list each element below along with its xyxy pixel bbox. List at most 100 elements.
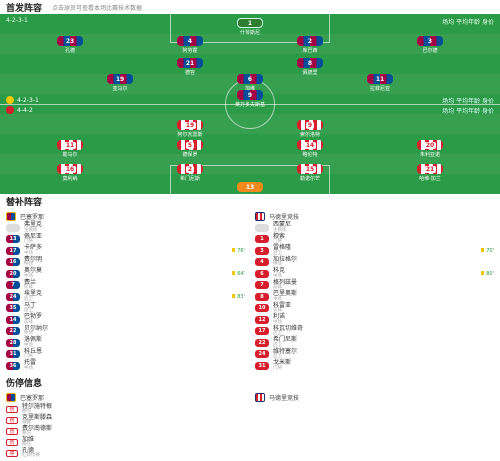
injuries-header: 伤停信息 [0, 375, 500, 390]
player-name: 德保罗 [182, 152, 198, 158]
away-formation-top: 场均 平均年龄 身价 [442, 19, 494, 26]
injury-name: 加维 [22, 435, 35, 443]
sub-row[interactable]: 8 巴里奥斯 中场 [255, 290, 494, 303]
sub-name: 巴勃罗 [24, 313, 43, 321]
away-player-9[interactable]: 19 阿尔瓦雷斯 [160, 120, 220, 138]
away-player-0[interactable]: 13奥布拉克 [220, 182, 280, 194]
away-player-10[interactable]: 9 索尔洛特 [280, 120, 340, 138]
home-player-9[interactable]: 11 拉菲尼亚 [350, 74, 410, 92]
sub-position: 中场 [24, 273, 33, 279]
sub-row[interactable]: 13 佩尼亚 门将 [6, 233, 245, 246]
jersey-icon: 9 [297, 120, 323, 130]
sub-row[interactable]: 7 格列兹曼 前锋 [255, 279, 494, 292]
sub-name: 戈米斯 [273, 359, 292, 367]
away-player-2[interactable]: 2 希门尼斯 [160, 164, 220, 182]
injury-tag: 伤 [6, 427, 18, 435]
coach-icon [255, 223, 269, 232]
home-player-3[interactable]: 2 库巴西 [280, 36, 340, 54]
pitch: 4-2-3-1 场均 平均年龄 身价 4-2-3-1 4-4-2 场均 平均年龄… [0, 14, 500, 194]
away-player-1[interactable]: 16 莫利纳 [40, 164, 100, 182]
sub-row[interactable]: 35 马丁 后卫 [6, 302, 245, 315]
jersey-icon: 10 [255, 304, 269, 313]
sub-row[interactable]: 14 巴勃罗 前锋 [6, 313, 245, 326]
jersey-icon: 36 [6, 361, 20, 370]
player-name: 拉菲尼亚 [369, 86, 390, 92]
away-coach-row[interactable]: 西蒙尼 主教练 [255, 221, 494, 234]
jersey-icon: 3 [417, 36, 443, 46]
jersey-icon: 24 [6, 292, 20, 301]
sub-row[interactable]: 31 戈米斯 门将 [255, 359, 494, 372]
jersey-icon: 11 [57, 140, 83, 150]
player-name: 加维 [244, 86, 255, 92]
sub-row[interactable]: 17 科瓦切维奇 后卫 [255, 325, 494, 338]
sub-position: 前锋 [273, 285, 282, 291]
sub-position: 后卫 [24, 308, 33, 314]
sub-row[interactable]: 16 费尔明 中场 [6, 256, 245, 269]
sub-row[interactable]: 36 托雷 中场 [6, 359, 245, 372]
sub-row[interactable]: 4 加拉格尔 中场 [255, 256, 494, 269]
sub-row[interactable]: 24 维特塞尔 后卫 [255, 348, 494, 361]
away-player-4[interactable]: 21 哈维·加兰 [400, 164, 460, 182]
sub-position: 中场 [273, 273, 282, 279]
jersey-icon: 28 [6, 338, 20, 347]
home-player-1[interactable]: 23 孔德 [40, 36, 100, 54]
injury-row[interactable]: 停孔德 红牌停赛 [6, 447, 245, 459]
sub-name: 洛佩斯 [24, 336, 43, 344]
jersey-icon: 6 [237, 74, 263, 84]
injury-row[interactable]: 伤费尔南德斯 膝伤 [6, 425, 245, 437]
jersey-icon: 9 [237, 90, 263, 100]
jersey-icon: 22 [255, 338, 269, 347]
home-player-4[interactable]: 3 巴尔德 [400, 36, 460, 54]
away-player-3[interactable]: 15 勒诺尔芒 [280, 164, 340, 182]
subs-away-team: 马德里竞技 [269, 213, 300, 221]
player-name: 孔德 [64, 48, 75, 54]
home-player-6[interactable]: 8 佩德里 [280, 58, 340, 76]
away-player-8[interactable]: 20 朱利亚诺 [400, 140, 460, 158]
sub-row[interactable]: 6 科克 中场 80' [255, 267, 494, 280]
player-name: 亚马尔 [112, 86, 128, 92]
sub-position: 门将 [24, 354, 33, 360]
home-player-10[interactable]: 9 莱万多夫斯基 [220, 90, 280, 108]
sub-position: 后卫 [273, 331, 282, 337]
jersey-icon: 24 [255, 350, 269, 359]
sub-row[interactable]: 28 洛佩斯 中场 [6, 336, 245, 349]
away-player-7[interactable]: 14 略伦特 [280, 140, 340, 158]
player-name: 德容 [184, 70, 195, 76]
jersey-icon: 19 [177, 120, 203, 130]
sub-row[interactable]: 7 费兰 前锋 [6, 279, 245, 292]
injuries-section: 巴塞罗那 伤特尔施特根 膝伤伤克里斯滕森 跟腱伤费尔南德斯 膝伤伤加维 膝伤停孔德 红牌停… [0, 390, 500, 461]
jersey-icon: 7 [6, 281, 20, 290]
sub-row[interactable]: 22 希门尼斯 后卫 [255, 336, 494, 349]
injury-row[interactable]: 伤加维 膝伤 [6, 435, 245, 448]
home-player-2[interactable]: 4 阿劳霍 [160, 36, 220, 54]
home-player-0[interactable]: 1 什琴斯尼 [220, 18, 280, 36]
subs-title: 替补阵容 [6, 197, 43, 208]
home-player-8[interactable]: 6 加维 [220, 74, 280, 92]
atletico-logo-icon [255, 393, 265, 402]
sub-row[interactable]: 3 雷格隆 后卫 70' [255, 244, 494, 257]
player-name: 莱万多夫斯基 [234, 102, 265, 108]
injury-row[interactable]: 伤克里斯滕森 跟腱 [6, 414, 245, 426]
home-coach-row[interactable]: 弗里克 主教练 [6, 221, 245, 234]
jersey-icon: 21 [417, 164, 443, 174]
home-player-5[interactable]: 21 德容 [160, 58, 220, 76]
sub-row[interactable]: 1 穆索 门将 [255, 233, 494, 246]
away-player-5[interactable]: 11 勒马尔 [40, 140, 100, 158]
atletico-logo-icon [255, 211, 265, 221]
sub-row[interactable]: 12 利诺 中场 [255, 313, 494, 326]
sub-row[interactable]: 17 卡萨多 中场 76' [6, 244, 245, 257]
player-name: 库巴西 [302, 48, 318, 54]
away-player-6[interactable]: 5 德保罗 [160, 140, 220, 158]
player-name: 奥布拉克 [220, 193, 280, 194]
jersey-icon: 11 [367, 74, 393, 84]
sub-row[interactable]: 22 贝尔纳尔 中场 [6, 325, 245, 338]
away-coach-role: 主教练 [273, 227, 287, 233]
jersey-icon: 22 [6, 327, 20, 336]
sub-row[interactable]: 24 埃里克 后卫 83' [6, 290, 245, 303]
sub-row[interactable]: 31 科丘恩 门将 [6, 348, 245, 361]
sub-name: 利诺 [273, 313, 286, 321]
sub-row[interactable]: 20 奥尔莫 中场 64' [6, 267, 245, 280]
sub-row[interactable]: 10 科雷亚 前锋 [255, 302, 494, 315]
injury-row[interactable]: 伤特尔施特根 膝伤 [6, 403, 245, 415]
home-player-7[interactable]: 19 亚马尔 [90, 74, 150, 92]
